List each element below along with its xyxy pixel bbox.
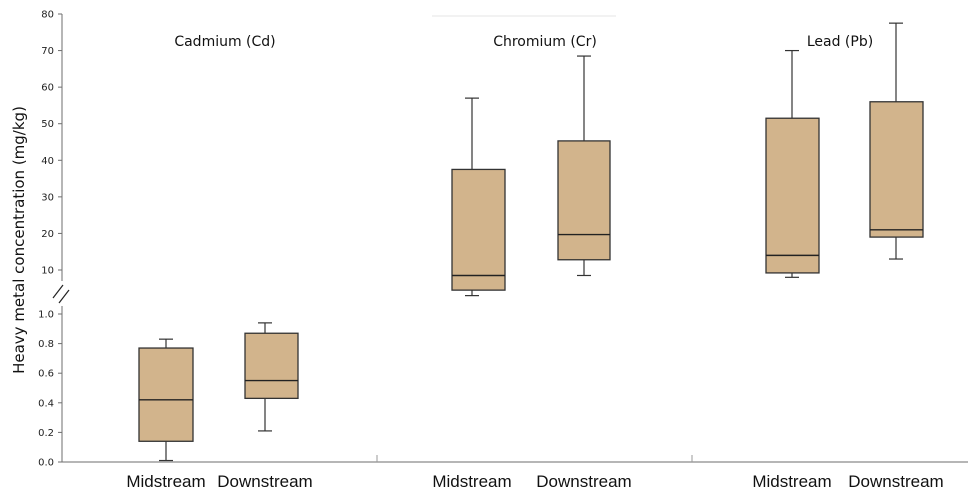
box-iqr: [765, 117, 820, 274]
y-tick-label-lower: 0.6: [38, 369, 54, 380]
x-category-label: Midstream: [126, 472, 205, 491]
y-tick-label-lower: 0.0: [38, 458, 54, 469]
axis-break-mark: [58, 289, 70, 304]
x-category-label: Downstream: [217, 472, 312, 491]
box-iqr: [869, 101, 924, 238]
y-tick-label-lower: 0.8: [38, 339, 54, 350]
y-axis-label: Heavy metal concentration (mg/kg): [10, 106, 28, 374]
y-tick-label-upper: 70: [41, 46, 54, 57]
box-iqr: [451, 168, 506, 291]
x-category-label: Downstream: [536, 472, 631, 491]
x-category-label: Midstream: [432, 472, 511, 491]
y-tick-label-lower: 0.4: [38, 398, 54, 409]
y-tick-label-upper: 40: [41, 156, 54, 167]
panel-title: Lead (Pb): [807, 34, 873, 50]
x-category-label: Midstream: [752, 472, 831, 491]
y-tick-label-upper: 20: [41, 229, 54, 240]
panel-title: Cadmium (Cd): [174, 34, 275, 50]
y-tick-label-lower: 0.2: [38, 428, 54, 439]
axis-break-mark: [52, 284, 64, 299]
y-tick-label-upper: 10: [41, 266, 54, 277]
panel-title: Chromium (Cr): [493, 34, 597, 50]
y-tick-label-upper: 80: [41, 10, 54, 21]
y-tick-label-upper: 30: [41, 192, 54, 203]
y-tick-label-upper: 60: [41, 83, 54, 94]
box-iqr: [138, 347, 194, 442]
x-category-label: Downstream: [848, 472, 943, 491]
box-iqr: [244, 332, 299, 400]
y-tick-label-lower: 1.0: [38, 310, 54, 321]
box-iqr: [557, 140, 611, 261]
y-tick-label-upper: 50: [41, 119, 54, 130]
